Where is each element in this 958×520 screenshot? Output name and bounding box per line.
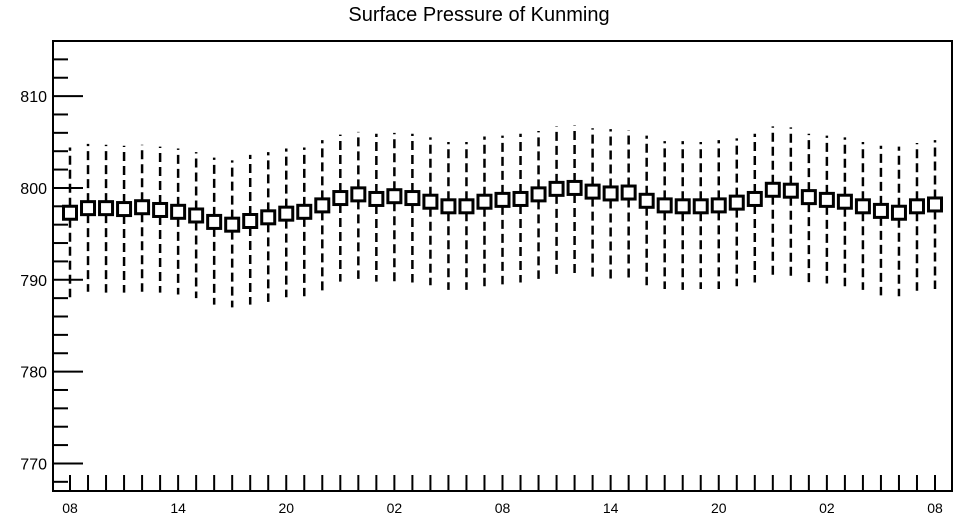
data-point: [782, 182, 799, 199]
tick-labels: 770 780 790 800 810 08 14 20 02 08 14 20 02 08: [20, 89, 943, 516]
data-point: [836, 193, 853, 210]
y-tick-label: 780: [20, 365, 47, 382]
data-point: [386, 188, 403, 205]
data-point: [692, 198, 709, 215]
x-tick-label: 14: [603, 500, 619, 516]
x-tick-label: 08: [495, 500, 511, 516]
chart-title: Surface Pressure of Kunming: [348, 4, 610, 26]
y-tick-label: 810: [20, 89, 47, 106]
data-point: [440, 198, 457, 215]
data-point: [674, 198, 691, 215]
x-tick-label: 08: [927, 500, 943, 516]
data-point: [530, 186, 547, 203]
x-tick-label: 20: [278, 500, 294, 516]
x-tick-label: 02: [819, 500, 835, 516]
data-point: [854, 198, 871, 215]
data-point: [476, 193, 493, 210]
data-point: [368, 190, 385, 207]
data-point: [818, 191, 835, 208]
x-tick-label: 02: [387, 500, 403, 516]
data-point: [927, 196, 943, 213]
data-point: [728, 194, 745, 211]
data-point: [908, 198, 925, 215]
data-point: [512, 190, 529, 207]
data-point: [188, 207, 205, 224]
data-point: [872, 202, 889, 219]
data-point: [332, 190, 349, 207]
data-point: [80, 200, 97, 217]
x-tick-label: 14: [170, 500, 186, 516]
axis-ticks: [53, 58, 936, 491]
data-point: [206, 213, 223, 230]
data-point: [638, 192, 655, 209]
data-point: [314, 197, 331, 214]
data-point: [350, 186, 367, 203]
data-point: [260, 209, 277, 226]
data-point: [458, 198, 475, 215]
data-point: [134, 199, 151, 216]
data-point: [548, 180, 565, 197]
data-point: [746, 190, 763, 207]
x-tick-label: 20: [711, 500, 727, 516]
data-point: [422, 193, 439, 210]
data-point: [224, 216, 241, 233]
data-point: [566, 179, 583, 196]
data-point: [278, 205, 295, 222]
data-point: [764, 181, 781, 198]
data-point: [494, 191, 511, 208]
y-tick-label: 770: [20, 456, 47, 473]
y-tick-label: 790: [20, 273, 47, 290]
data-markers: [62, 179, 943, 233]
data-point: [242, 213, 259, 229]
data-point: [602, 185, 619, 202]
data-point: [800, 189, 817, 206]
data-point: [710, 197, 727, 214]
data-point: [656, 197, 673, 214]
data-point: [296, 203, 313, 220]
data-point: [170, 203, 187, 220]
error-bars: [68, 125, 937, 308]
data-point: [620, 184, 637, 201]
data-point: [404, 190, 421, 207]
x-tick-label: 08: [62, 500, 78, 516]
data-point: [98, 200, 115, 217]
data-point: [890, 204, 907, 221]
data-point: [584, 183, 601, 200]
data-point: [62, 204, 78, 221]
data-point: [116, 201, 133, 218]
data-point: [152, 201, 169, 218]
y-tick-label: 800: [20, 181, 47, 198]
